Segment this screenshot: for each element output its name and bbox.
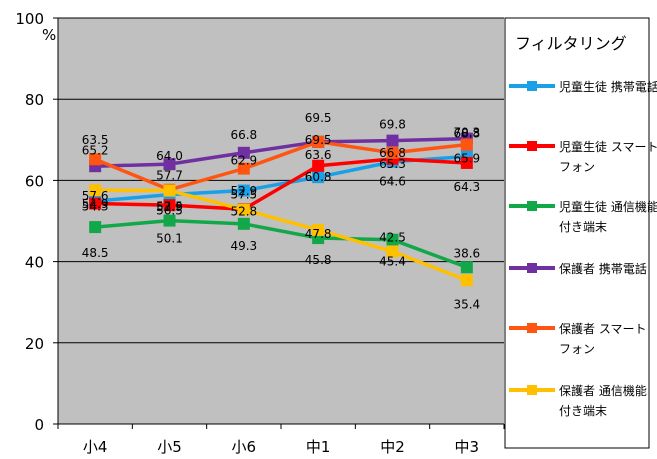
data-label: 54.3 [82, 200, 109, 214]
data-label: 57.5 [156, 200, 183, 214]
x-tick-label: 小6 [232, 438, 257, 456]
data-point [163, 158, 176, 171]
legend-swatch-marker [527, 201, 537, 211]
legend-label: 児童生徒 通信機能付き端末 [559, 199, 657, 234]
legend-title: フィルタリング [515, 34, 627, 53]
data-label: 48.5 [82, 246, 109, 260]
data-label: 57.6 [82, 189, 109, 203]
data-label: 54.9 [82, 197, 109, 211]
data-point [312, 159, 325, 172]
y-tick-label: 60 [25, 172, 44, 190]
series-line-2 [95, 157, 467, 211]
data-label: 52.8 [230, 205, 257, 219]
data-label: 65.9 [453, 151, 480, 165]
x-tick-label: 小4 [83, 438, 108, 456]
legend-swatch-marker [527, 263, 537, 273]
legend-label: 保護者 スマートフォン [559, 321, 646, 356]
legend-label: 保護者 通信機能付き端末 [559, 383, 647, 418]
legend-label: 児童生徒 スマートフォン [559, 139, 657, 174]
data-label: 52.9 [230, 184, 257, 198]
data-point [89, 221, 102, 234]
data-label: 64.6 [379, 175, 406, 189]
y-unit-label: % [42, 26, 56, 44]
data-point [89, 153, 102, 166]
data-label: 35.4 [453, 297, 480, 311]
data-label: 70.3 [453, 126, 480, 140]
data-label: 64.0 [156, 149, 183, 163]
data-label: 68.8 [453, 127, 480, 141]
data-label: 38.6 [453, 246, 480, 260]
data-point [312, 171, 325, 184]
data-point [460, 274, 473, 287]
data-label: 57.7 [156, 169, 183, 183]
y-tick-label: 80 [25, 91, 44, 109]
data-labels: 65.263.5 57.654.954.3 48.5 64.0 57.7 56.553.9… [82, 111, 480, 311]
data-point [237, 217, 250, 230]
legend-swatch-marker [527, 385, 537, 395]
data-label: 60.8 [305, 170, 332, 184]
legend-label: 児童生徒 携帯電話 [559, 79, 657, 94]
data-label: 62.9 [230, 154, 257, 168]
data-label: 50.1 [156, 232, 183, 246]
x-tick-label: 中3 [455, 438, 480, 456]
data-label: 69.5 [305, 133, 332, 147]
data-label: 57.5 [230, 188, 257, 202]
data-point [312, 223, 325, 236]
data-label: 64.3 [453, 180, 480, 194]
series-line-6 [95, 188, 468, 282]
data-point [460, 261, 473, 274]
y-tick-label: 40 [25, 254, 44, 272]
y-tick-label: 100 [15, 10, 44, 28]
series-line-3 [95, 218, 468, 269]
data-point [386, 134, 399, 147]
data-label: 56.5 [156, 204, 183, 218]
data-point [460, 138, 473, 151]
data-point [237, 184, 250, 197]
data-point [163, 214, 176, 227]
data-label: 66.8 [230, 128, 257, 142]
data-label: 47.8 [305, 227, 332, 241]
legend-swatch-marker [527, 141, 537, 151]
data-label: 65.2 [82, 143, 109, 157]
data-point [386, 233, 399, 246]
data-point [89, 184, 102, 197]
series-line-5 [94, 140, 468, 192]
data-point [386, 146, 399, 159]
x-tick-label: 中1 [306, 438, 331, 456]
data-point [163, 199, 176, 212]
data-label: 45.8 [305, 253, 332, 267]
legend-swatch-marker [527, 81, 537, 91]
data-label: 63.5 [82, 133, 109, 147]
legend-label: 保護者 携帯電話 [559, 261, 647, 276]
data-point [312, 135, 325, 148]
data-point [163, 184, 176, 197]
y-tick-label: 0 [34, 416, 44, 434]
data-point [237, 203, 250, 216]
data-point [237, 146, 250, 159]
x-axis: 小4 小5 小6 中1 中2 中3 [57, 423, 505, 456]
data-label: 69.5 [305, 111, 332, 125]
data-label: 53.9 [156, 200, 183, 214]
x-tick-label: 小5 [157, 438, 182, 456]
data-point [460, 156, 473, 169]
data-point [386, 245, 399, 258]
x-tick-label: 中2 [380, 438, 405, 456]
y-axis: 0 20 40 60 80 100% [15, 10, 59, 434]
series-line-4 [95, 136, 467, 168]
data-label: 45.4 [379, 255, 406, 269]
grid-lines [58, 17, 504, 344]
data-point [237, 162, 250, 175]
y-tick-label: 20 [25, 335, 44, 353]
data-label: 63.6 [305, 148, 332, 162]
legend-swatch-marker [527, 323, 537, 333]
series-group [89, 132, 473, 287]
data-point [89, 197, 102, 210]
data-label: 69.8 [379, 118, 406, 132]
data-label: 66.8 [379, 146, 406, 160]
data-label: 42.5 [379, 230, 406, 244]
data-label: 49.3 [230, 239, 257, 253]
data-label: 65.3 [379, 157, 406, 171]
